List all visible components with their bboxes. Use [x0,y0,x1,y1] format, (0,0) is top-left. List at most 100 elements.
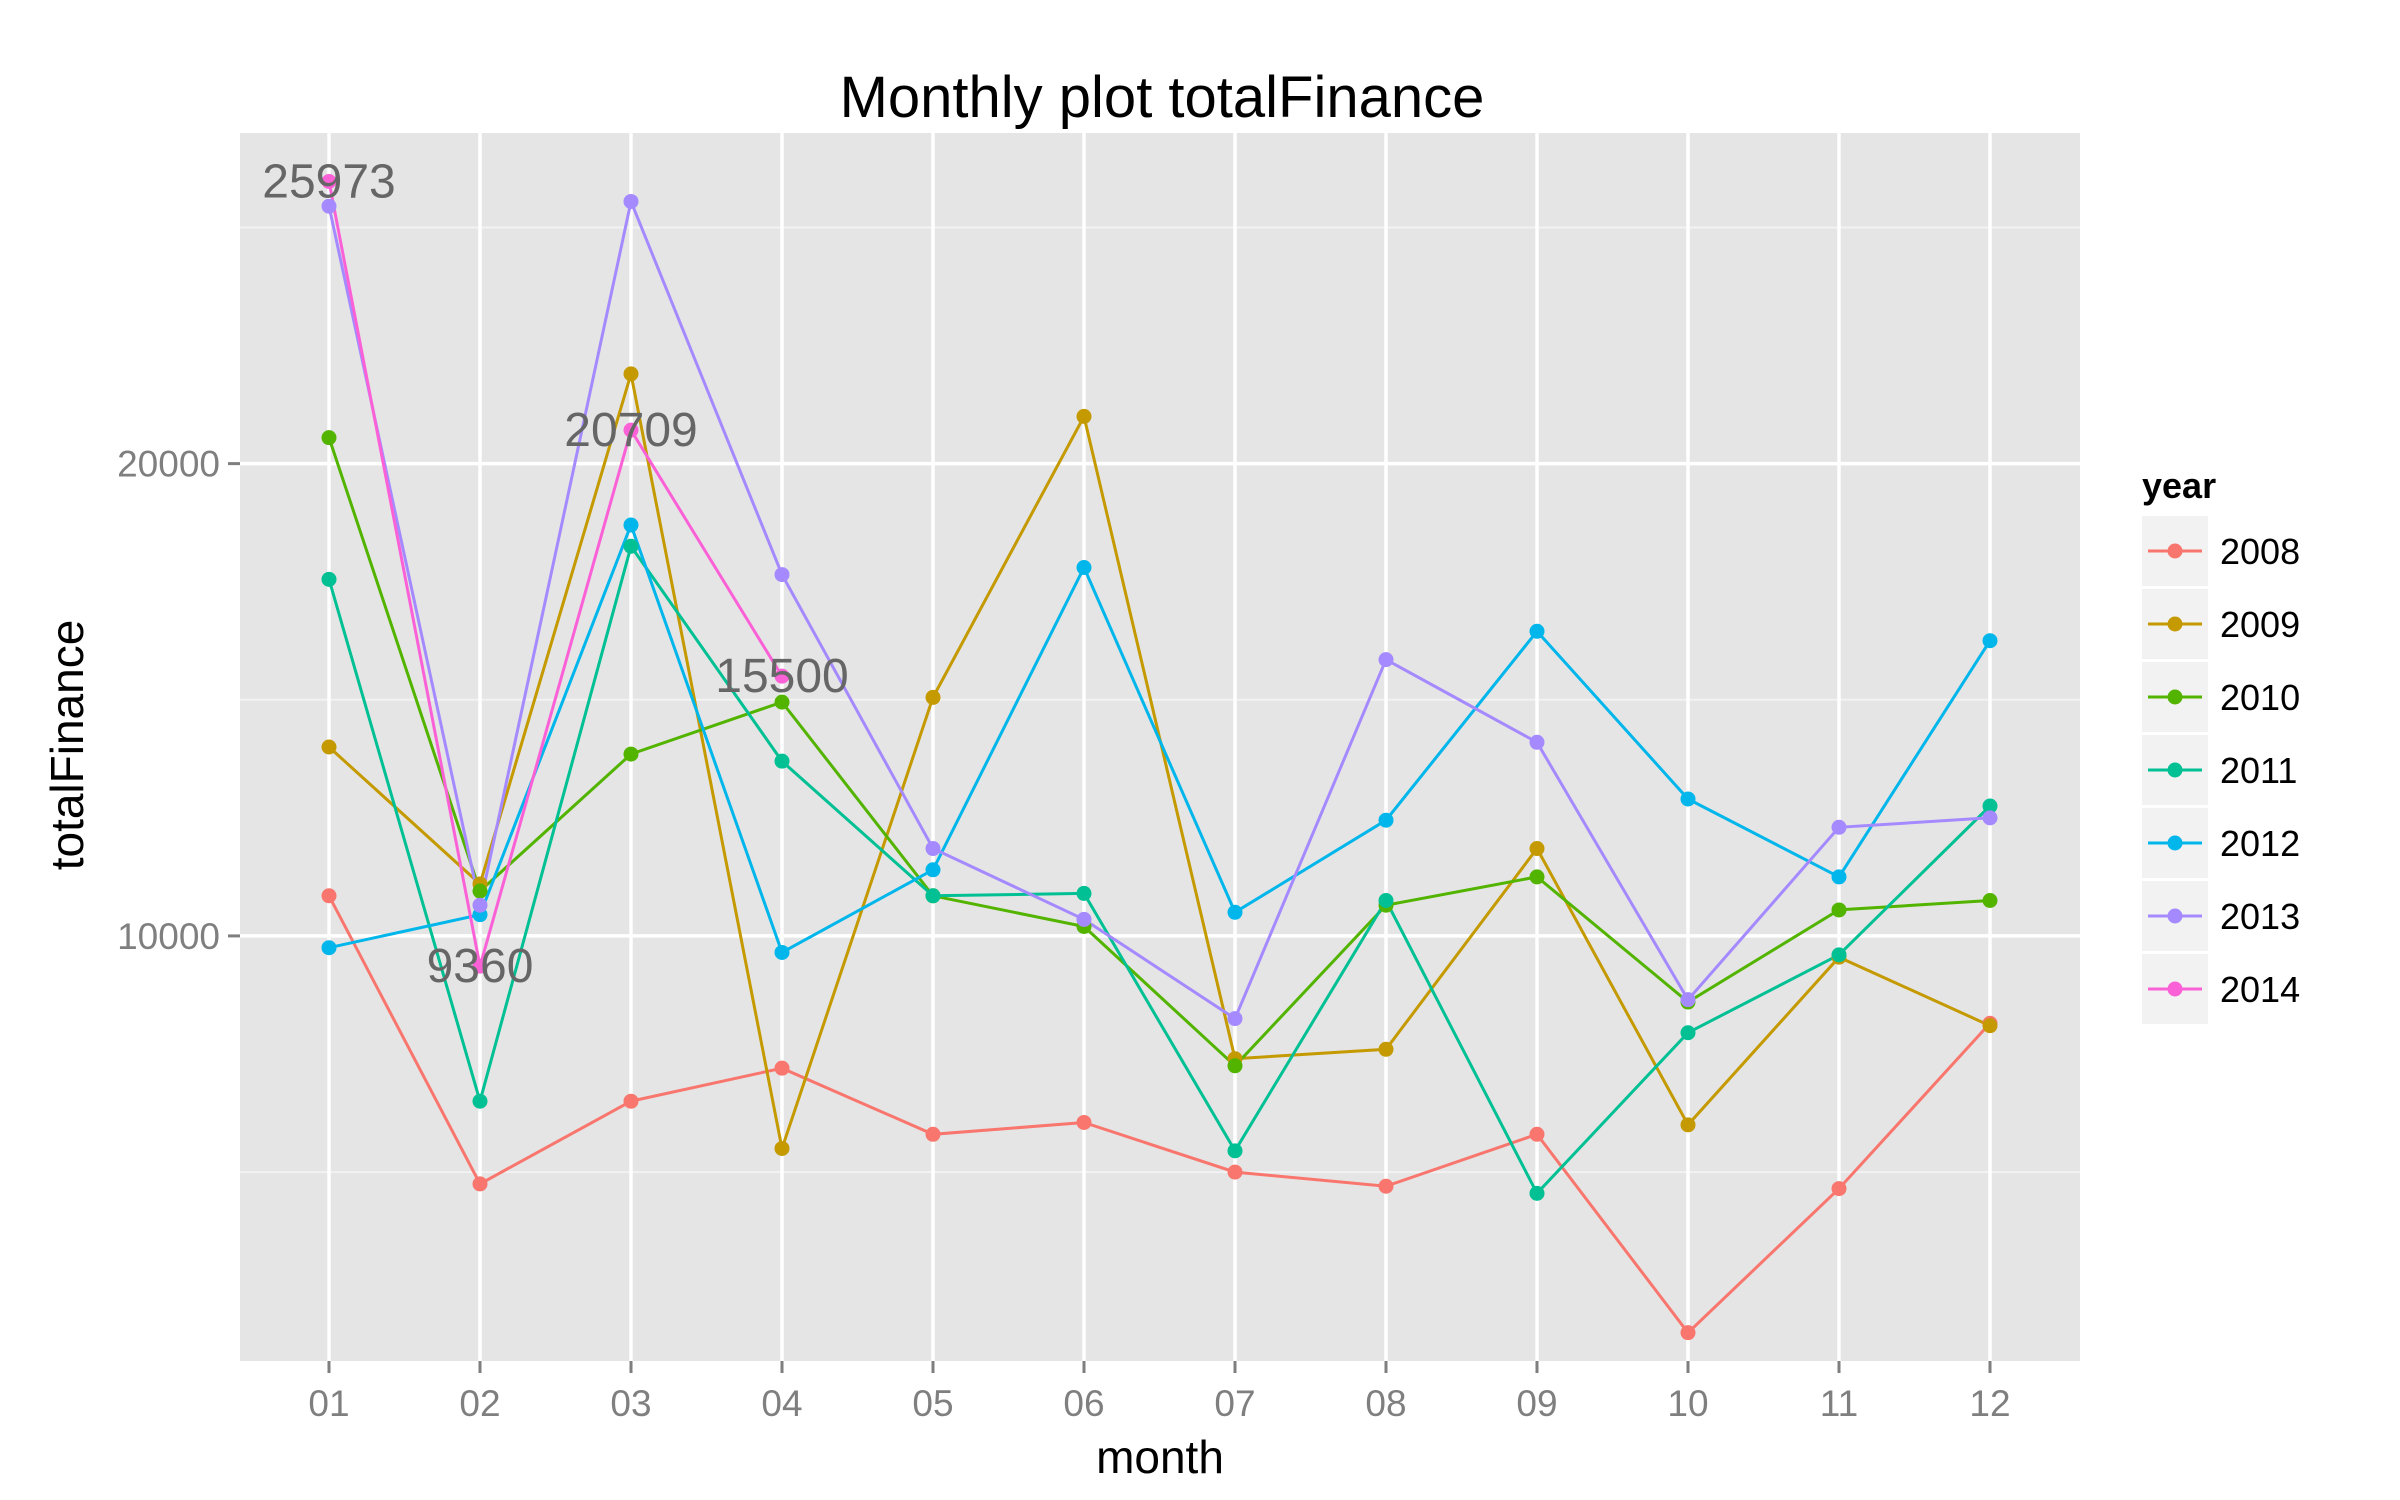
x-tick-label: 02 [459,1383,500,1424]
data-point-2010 [321,430,337,446]
data-point-2008 [1076,1114,1092,1130]
data-point-2011 [774,753,790,769]
data-point-2012 [1831,869,1847,885]
data-point-2012 [1680,791,1696,807]
data-point-2013 [1076,911,1092,927]
data-point-2012 [1982,633,1998,649]
data-point-2011 [321,571,337,587]
data-point-2009 [925,689,941,705]
x-tick-label: 06 [1063,1383,1104,1424]
chart-title: Monthly plot totalFinance [840,65,1485,130]
x-tick-label: 05 [912,1383,953,1424]
data-point-2011 [1378,893,1394,908]
data-point-2012 [623,517,639,533]
data-point-2010 [774,694,790,710]
series-lines [327,181,1992,1335]
x-tick-label: 04 [761,1383,802,1424]
data-point-2013 [1680,992,1696,1008]
data-point-2013 [1529,734,1545,750]
legend-title: year [2142,465,2216,506]
data-point-2014 [472,958,488,974]
x-tick-label: 09 [1516,1383,1557,1424]
data-point-2014 [321,174,337,190]
data-point-2011 [472,1093,488,1109]
data-point-2012 [1227,904,1243,920]
data-point-2009 [1982,1018,1998,1034]
data-point-2008 [1529,1126,1545,1142]
legend-key-point [2167,981,2183,997]
annotation-label: 20709 [564,404,697,457]
data-point-2010 [472,883,488,899]
data-point-2011 [1982,798,1998,814]
series-line-2008 [327,895,1992,1335]
data-point-2011 [1831,947,1847,963]
x-tick-label: 07 [1214,1383,1255,1424]
legend-key-point [2167,835,2183,851]
annotation-label: 25973 [262,156,395,209]
data-point-2009 [1076,408,1092,424]
data-point-2013 [472,897,488,913]
legend-label: 2014 [2220,969,2300,1010]
data-point-2008 [925,1126,941,1142]
x-tick-label: 01 [308,1383,349,1424]
data-point-2011 [1076,885,1092,901]
data-point-2008 [623,1093,639,1109]
y-tick-label: 20000 [117,444,220,485]
data-point-2010 [1227,1058,1243,1074]
data-point-2008 [1831,1181,1847,1197]
grid-minor [240,226,2080,1174]
x-tick-label: 08 [1365,1383,1406,1424]
data-point-2009 [1378,1041,1394,1057]
legend-label: 2010 [2220,677,2300,718]
series-line-2010 [327,437,1991,1068]
y-axis-title: totalFinance [41,620,93,871]
series-line-2013 [327,196,1991,1021]
data-point-2009 [1680,1117,1696,1133]
annotation-label: 15500 [715,650,848,703]
data-point-2009 [774,1140,790,1156]
legend-label: 2012 [2220,823,2300,864]
data-point-2014 [623,422,639,438]
series-line-2011 [327,542,1992,1196]
data-point-2011 [1227,1143,1243,1159]
x-tick-label: 12 [1969,1383,2010,1424]
series-line-2012 [328,520,1992,955]
data-point-2012 [925,862,941,878]
legend-label: 2011 [2220,750,2297,791]
legend-label: 2009 [2220,604,2300,645]
series-points [321,174,1998,1341]
data-point-2012 [321,940,337,956]
data-point-2011 [925,888,941,904]
data-point-2013 [774,567,790,583]
data-point-2008 [1378,1178,1394,1194]
data-point-2014 [774,668,790,684]
data-point-2010 [1831,902,1847,918]
legend-key-point [2167,762,2183,778]
legend-key-point [2167,543,2183,559]
data-point-2008 [1227,1164,1243,1180]
annotations: 25973 9360 20709 15500 [262,156,848,994]
data-point-2010 [623,746,639,762]
data-point-2013 [1378,652,1394,668]
series-line-2014 [327,181,784,967]
data-point-2009 [623,366,639,382]
data-point-2012 [1378,812,1394,828]
data-point-2013 [321,198,337,214]
legend: year 2008 2009 2010 2011 2012 2013 2014 [2142,465,2300,1024]
legend-key-point [2167,908,2183,924]
data-point-2010 [1529,869,1545,885]
data-point-2013 [1982,810,1998,826]
plot-panel [240,133,2080,1361]
y-axis: 10000 20000 [117,444,240,957]
data-point-2013 [1227,1011,1243,1027]
data-point-2012 [1529,623,1545,639]
x-axis: 01 02 03 04 05 06 07 08 09 10 11 12 [308,1361,2011,1424]
legend-key-point [2167,616,2183,632]
data-point-2008 [472,1176,488,1192]
annotation-label: 9360 [427,940,534,993]
legend-label: 2008 [2220,531,2300,572]
data-point-2012 [1076,560,1092,576]
x-axis-title: month [1096,1431,1224,1483]
data-point-2013 [1831,819,1847,835]
